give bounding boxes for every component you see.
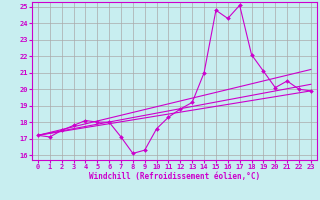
X-axis label: Windchill (Refroidissement éolien,°C): Windchill (Refroidissement éolien,°C)	[89, 172, 260, 181]
